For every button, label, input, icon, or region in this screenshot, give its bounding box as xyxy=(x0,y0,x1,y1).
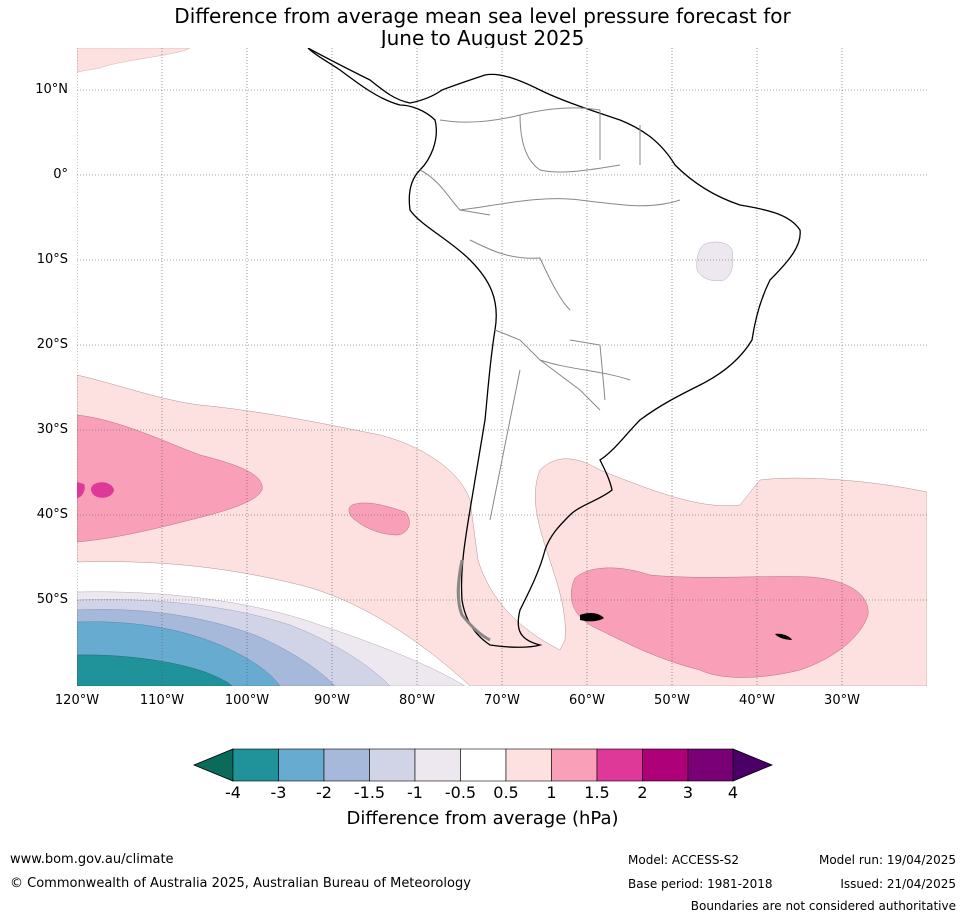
lon-label-90w: 90°W xyxy=(314,693,350,708)
anomaly-contour-pos-1.5-a xyxy=(77,482,85,498)
anomaly-contour-pos-1-east xyxy=(570,567,869,678)
colorbar-tick-label: 0.5 xyxy=(493,783,519,802)
lat-label-0: 0° xyxy=(53,167,68,182)
lat-label-10s: 10°S xyxy=(36,252,68,267)
colorbar-tick-label: -1 xyxy=(407,783,423,802)
colorbar-swatch-2 xyxy=(278,748,325,782)
colorbar-swatch-3 xyxy=(323,748,370,782)
lon-label-120w: 120°W xyxy=(54,693,100,708)
anomaly-contour-neg-0.5-brazil xyxy=(696,241,734,282)
lat-label-30s: 30°S xyxy=(36,422,68,437)
model-run-info: Model run: 19/04/2025 xyxy=(818,853,956,867)
colorbar-swatch-9 xyxy=(596,748,643,782)
colorbar-tick-label: 2 xyxy=(637,783,648,802)
colorbar-tick-label: -3 xyxy=(270,783,287,802)
colorbar-tick-label: -4 xyxy=(225,783,241,802)
copyright-text: © Commonwealth of Australia 2025, Austra… xyxy=(10,876,471,891)
chile-fjords xyxy=(456,559,491,642)
issued-info: Issued: 21/04/2025 xyxy=(840,877,956,891)
colorbar-swatch-11 xyxy=(687,748,734,782)
lon-label-80w: 80°W xyxy=(399,693,435,708)
lat-label-10n: 10°N xyxy=(35,82,68,97)
website-link[interactable]: www.bom.gov.au/climate xyxy=(10,852,174,867)
lon-label-100w: 100°W xyxy=(224,693,270,708)
colorbar-swatch-1 xyxy=(232,748,279,782)
lon-label-50w: 50°W xyxy=(654,693,690,708)
title-line-1: Difference from average mean sea level p… xyxy=(174,4,791,28)
country-borders xyxy=(419,107,681,521)
lon-label-70w: 70°W xyxy=(484,693,520,708)
colorbar-swatch-7 xyxy=(505,748,552,782)
lat-label-40s: 40°S xyxy=(36,507,68,522)
colorbar-tick-label: 3 xyxy=(682,783,694,802)
anomaly-contour-neg-3 xyxy=(77,654,233,686)
boundaries-note: Boundaries are not considered authoritat… xyxy=(690,899,956,913)
falkland-islands xyxy=(580,613,604,622)
colorbar-tick-label: 4 xyxy=(727,783,739,802)
map-title: Difference from average mean sea level p… xyxy=(0,5,965,49)
colorbar-swatch-10 xyxy=(642,748,689,782)
colorbar-swatch-8 xyxy=(551,748,598,782)
graticule xyxy=(77,48,927,686)
colorbar-swatch-5 xyxy=(414,748,461,782)
colorbar-swatch-4 xyxy=(369,748,416,782)
lon-label-30w: 30°W xyxy=(824,693,860,708)
colorbar-tick-label: -0.5 xyxy=(444,783,477,802)
south-america-coastline xyxy=(307,48,801,648)
lon-label-40w: 40°W xyxy=(739,693,775,708)
title-line-2: June to August 2025 xyxy=(380,26,585,50)
colorbar-tick-label: -2 xyxy=(316,783,332,802)
south-georgia xyxy=(775,633,792,640)
anomaly-contour-pos-1.5-b xyxy=(90,482,114,498)
colorbar-tick-label: 1 xyxy=(546,783,557,802)
lat-label-20s: 20°S xyxy=(36,337,68,352)
colorbar-extend-min xyxy=(192,748,234,782)
colorbar-title: Difference from average (hPa) xyxy=(346,808,619,829)
colorbar-tick-label: 1.5 xyxy=(584,783,610,802)
anomaly-contour-pos-1-west xyxy=(77,414,263,543)
lat-label-50s: 50°S xyxy=(36,592,68,607)
lon-label-60w: 60°W xyxy=(569,693,605,708)
colorbar-swatch-6 xyxy=(460,748,507,782)
model-info: Model: ACCESS-S2 xyxy=(628,853,740,867)
colorbar-tick-label: -1.5 xyxy=(353,783,386,802)
base-period-info: Base period: 1981-2018 xyxy=(628,877,773,891)
lon-label-110w: 110°W xyxy=(139,693,185,708)
colorbar xyxy=(192,748,774,782)
colorbar-extend-max xyxy=(732,748,774,782)
